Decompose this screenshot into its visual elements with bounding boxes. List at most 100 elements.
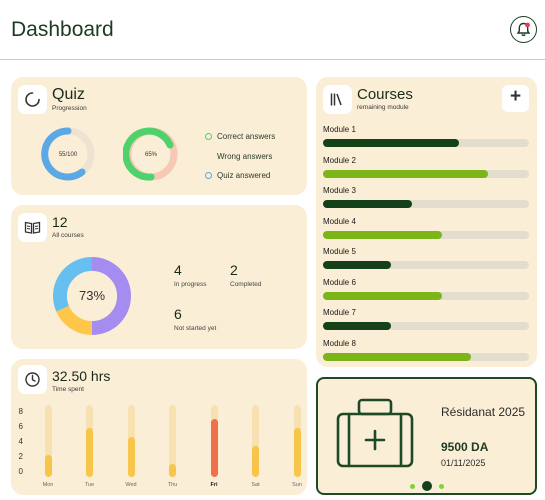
- time-spent-card: 32.50 hrs Time spent 8 6 4 2 0 Mon Tue Wed Thu Fr…: [11, 359, 307, 495]
- quiz-icon-box: [18, 85, 47, 114]
- module-progress-fill: [323, 169, 488, 178]
- time-bar-track: [169, 405, 176, 477]
- module-progress-bar: [323, 230, 529, 239]
- day-label: Sat: [251, 482, 260, 488]
- add-course-button[interactable]: +: [502, 85, 529, 112]
- completed-label: Completed: [230, 281, 262, 288]
- clock-icon: [25, 372, 40, 387]
- correct-answers-dot: [205, 133, 212, 140]
- module-progress-bar: [323, 352, 529, 361]
- module-progress-bar: [323, 139, 529, 147]
- module-label[interactable]: Module 7: [323, 308, 356, 317]
- module-label[interactable]: Module 1: [323, 125, 356, 134]
- day-label: Sun: [292, 482, 302, 488]
- module-progress-bar: [323, 200, 529, 208]
- courses-count-subtitle: All courses: [52, 232, 84, 239]
- quiz-answered-dot: [205, 172, 212, 179]
- courses-count: 12: [52, 214, 68, 230]
- quiz-score-label: 55/100: [58, 152, 78, 158]
- module-progress-fill: [323, 230, 443, 239]
- module-progress-fill: [323, 261, 391, 269]
- not-started-label: Not started yet: [174, 325, 217, 332]
- library-icon-box: [323, 85, 352, 114]
- module-progress-fill: [323, 200, 412, 208]
- time-bar[interactable]: [210, 418, 218, 477]
- quiz-title: Quiz: [52, 86, 85, 103]
- time-bar[interactable]: [44, 454, 52, 477]
- open-book-icon: [24, 221, 41, 234]
- module-label[interactable]: Module 6: [323, 277, 356, 287]
- time-bar[interactable]: [169, 463, 176, 477]
- quiz-card: Quiz Progression 55/100 65% Correct answ…: [11, 77, 307, 195]
- y-tick-label: 6: [18, 422, 23, 431]
- day-label: Fri: [210, 482, 218, 488]
- clock-icon-box: [18, 365, 47, 394]
- module-progress-bar: [323, 261, 529, 269]
- module-progress-fill: [323, 352, 472, 361]
- quiz-score-ring: [41, 127, 95, 181]
- module-progress-bar: [323, 322, 529, 330]
- promo-date: 01/11/2025: [441, 458, 486, 468]
- time-bar[interactable]: [252, 445, 259, 477]
- module-progress-fill: [323, 139, 459, 147]
- carousel-dot-1[interactable]: [410, 484, 415, 489]
- time-bar[interactable]: [293, 427, 301, 477]
- module-label[interactable]: Module 3: [323, 186, 356, 195]
- time-bar-track: [44, 405, 52, 477]
- promo-price: 9500 DA: [441, 440, 489, 454]
- library-icon: [330, 93, 342, 106]
- time-bar-chart: 8 6 4 2 0 Mon Tue Wed Thu Fri Sat Sun: [11, 359, 307, 495]
- courses-donut-chart: [53, 257, 131, 335]
- legend-quiz-answered: Quiz answered: [217, 171, 271, 180]
- medical-bag-icon: [336, 398, 414, 468]
- time-bar-track: [127, 405, 135, 477]
- day-label: Tue: [84, 482, 95, 488]
- quiz-percent-ring: [123, 127, 178, 181]
- time-bar-track: [252, 405, 259, 477]
- courses-subtitle: remaining module: [357, 104, 409, 111]
- book-icon-box: [18, 213, 47, 242]
- y-tick-label: 4: [18, 437, 23, 446]
- loading-icon: [25, 92, 40, 107]
- module-label[interactable]: Module 2: [323, 155, 356, 165]
- module-label[interactable]: Module 8: [323, 338, 356, 348]
- time-bar-track: [210, 405, 218, 477]
- time-bar-track: [86, 405, 93, 477]
- in-progress-value: 4: [174, 262, 182, 278]
- plus-icon: +: [509, 86, 522, 107]
- courses-title: Courses: [357, 86, 413, 103]
- time-bar[interactable]: [86, 427, 93, 477]
- time-total: 32.50 hrs: [52, 368, 111, 384]
- promo-card[interactable]: Résidanat 2025 9500 DA 01/11/2025: [316, 377, 537, 495]
- module-progress-bar: [323, 169, 529, 178]
- quiz-percent-label: 65%: [144, 152, 157, 158]
- y-tick-label: 8: [18, 407, 23, 416]
- module-label[interactable]: Module 4: [323, 216, 356, 226]
- courses-card: [316, 77, 537, 367]
- day-label: Wed: [125, 482, 137, 488]
- y-tick-label: 0: [18, 467, 23, 476]
- completed-value: 2: [230, 262, 238, 278]
- carousel-dot-2[interactable]: [422, 481, 432, 491]
- y-tick-label: 2: [18, 452, 23, 461]
- legend-wrong-answers: Wrong answers: [217, 152, 273, 161]
- module-label[interactable]: Module 5: [323, 247, 356, 256]
- module-progress-bar: [323, 291, 529, 300]
- page-title: Dashboard: [11, 18, 114, 41]
- not-started-value: 6: [174, 306, 182, 322]
- quiz-subtitle: Progression: [52, 105, 87, 112]
- carousel-dot-3[interactable]: [439, 484, 444, 489]
- bell-icon: [516, 22, 531, 37]
- day-label: Mon: [42, 482, 54, 488]
- header: Dashboard: [0, 0, 545, 60]
- legend-correct-answers: Correct answers: [217, 132, 276, 141]
- module-progress-fill: [323, 291, 443, 300]
- time-subtitle: Time spent: [52, 386, 84, 393]
- module-progress-fill: [323, 322, 391, 330]
- day-label: Thu: [167, 482, 178, 488]
- in-progress-label: In progress: [174, 281, 207, 288]
- time-bar-track: [293, 405, 301, 477]
- notifications-button[interactable]: [510, 16, 537, 43]
- promo-title: Résidanat 2025: [441, 405, 526, 419]
- time-bar[interactable]: [127, 436, 135, 477]
